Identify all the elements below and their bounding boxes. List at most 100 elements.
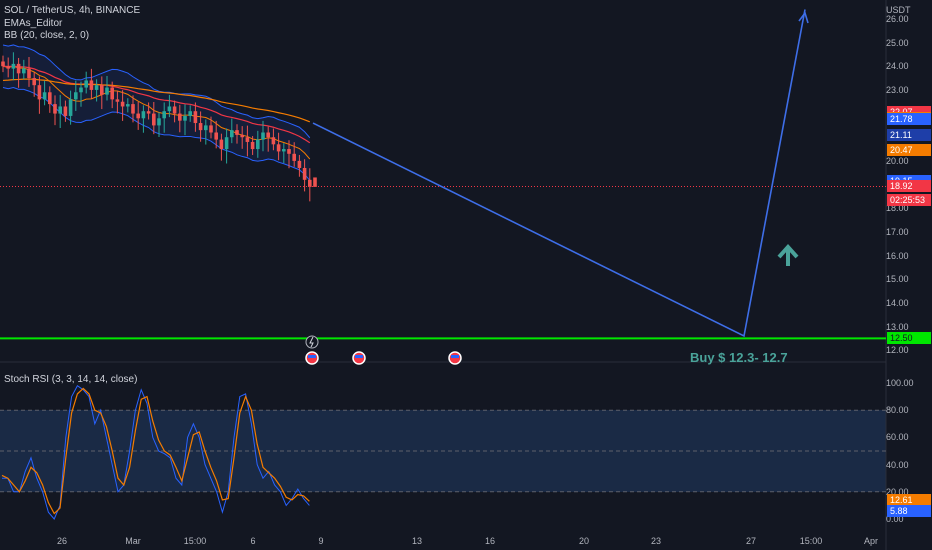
stoch-tick-label: 40.00 [886, 459, 909, 470]
stoch-tick-label: 100.00 [886, 378, 914, 388]
price-tag: 21.11 [887, 128, 931, 141]
price-tag: 18.92 [887, 180, 931, 193]
price-tag: 21.78 [887, 112, 931, 125]
bb-legend[interactable]: BB (20, close, 2, 0) [4, 30, 90, 41]
stoch-k-line [2, 384, 310, 520]
lightning-icon[interactable] [305, 335, 319, 349]
price-tick-label: 23.00 [886, 84, 909, 95]
candle-body [53, 104, 57, 114]
candle-body [240, 134, 244, 138]
candle-body [58, 106, 62, 114]
ema-legend[interactable]: EMAs_Editor [4, 18, 63, 29]
time-tick-label: 26 [56, 536, 68, 546]
stoch-d-tag: 5.88 [887, 505, 931, 517]
projection-line[interactable] [312, 9, 806, 338]
candle-body [235, 130, 239, 135]
candle-body [230, 130, 234, 138]
price-tick-label: 18.00 [886, 203, 909, 214]
price-tick-label: 15.00 [886, 274, 909, 285]
candle-body [178, 113, 182, 121]
candle-body [42, 92, 47, 100]
buy-annotation[interactable]: Buy $ 12.3- 12.7 [690, 350, 788, 365]
candle-body [198, 123, 203, 131]
time-tick-label: 15:00 [183, 536, 207, 546]
candle-body [120, 101, 125, 107]
candle-body [100, 85, 104, 95]
price-tick-label: 17.00 [886, 226, 909, 237]
price-pane[interactable] [0, 0, 886, 362]
candle-body [6, 66, 10, 69]
candle-body [22, 68, 26, 74]
currency-label: USDT [886, 5, 911, 15]
ema-line [2, 65, 311, 144]
candle-body [193, 111, 198, 124]
candle-body [214, 132, 218, 140]
price-tick-label: 26.00 [886, 13, 909, 24]
candle-body [11, 63, 16, 69]
stoch-tick-label: 60.00 [886, 432, 909, 443]
us-flag-icon[interactable] [448, 351, 462, 365]
candle-body [152, 113, 156, 126]
stoch-rsi-lines [1, 384, 310, 520]
price-tick-label: 13.00 [886, 321, 909, 332]
candle-body [126, 104, 130, 107]
time-tick-label: 20 [578, 536, 590, 546]
candle-body [313, 177, 317, 187]
up-arrow-icon[interactable] [777, 244, 799, 266]
candle-body [183, 115, 187, 121]
candle-body [146, 111, 151, 114]
candle-body [48, 92, 52, 105]
candle-body [74, 92, 78, 100]
candle-body [162, 111, 166, 119]
time-tick-label: Mar [125, 536, 141, 546]
candle-body [115, 99, 120, 102]
time-tick-label: Apr [863, 536, 879, 546]
candle-body [94, 85, 99, 90]
candle-body [282, 149, 286, 152]
candle-body [271, 137, 276, 145]
candle-body [79, 87, 83, 93]
candle-body [167, 106, 172, 112]
candle-body [68, 99, 73, 116]
stoch-legend[interactable]: Stoch RSI (3, 3, 14, 14, close) [4, 374, 138, 385]
candle-body [256, 139, 260, 150]
candle-body [172, 106, 177, 114]
candle-body [1, 61, 5, 67]
candle-body [287, 149, 291, 154]
symbol-title[interactable]: SOL / TetherUS, 4h, BINANCE [4, 5, 141, 16]
time-tick-label: 23 [650, 536, 662, 546]
time-tick-label: 6 [250, 536, 256, 546]
price-tag: 12.50 [887, 332, 931, 345]
time-tick-label: 16 [484, 536, 496, 546]
candle-body [32, 78, 36, 86]
stoch-tick-label: 80.00 [886, 405, 909, 416]
candle-body [27, 68, 31, 79]
stoch-tick-label: 0.00 [886, 514, 904, 524]
stoch-k-tag: 12.61 [887, 494, 931, 506]
us-flag-icon[interactable] [352, 351, 366, 365]
candle-body [37, 85, 42, 100]
time-tick-label: 13 [411, 536, 423, 546]
candle-body [105, 87, 109, 95]
stoch-tick-label: 20.00 [886, 486, 909, 497]
ema-line [2, 78, 311, 123]
candle-body [84, 80, 88, 88]
price-tick-label: 25.00 [886, 37, 909, 48]
us-flag-icon[interactable] [305, 351, 319, 365]
candle-body [302, 167, 307, 180]
bb-upper [2, 44, 311, 139]
countdown-tag: 02:25:53 [887, 194, 931, 206]
candle-body [224, 137, 229, 150]
candle-body [136, 113, 140, 119]
candle-body [276, 144, 281, 152]
stoch-d-line [1, 387, 310, 515]
time-tick-label: 27 [745, 536, 757, 546]
candle-body [157, 118, 161, 126]
candle-body [110, 87, 114, 100]
candles [1, 52, 317, 202]
price-tick-label: 24.00 [886, 61, 909, 72]
candle-body [245, 137, 250, 142]
candle-body [141, 111, 146, 119]
candle-body [266, 132, 270, 138]
